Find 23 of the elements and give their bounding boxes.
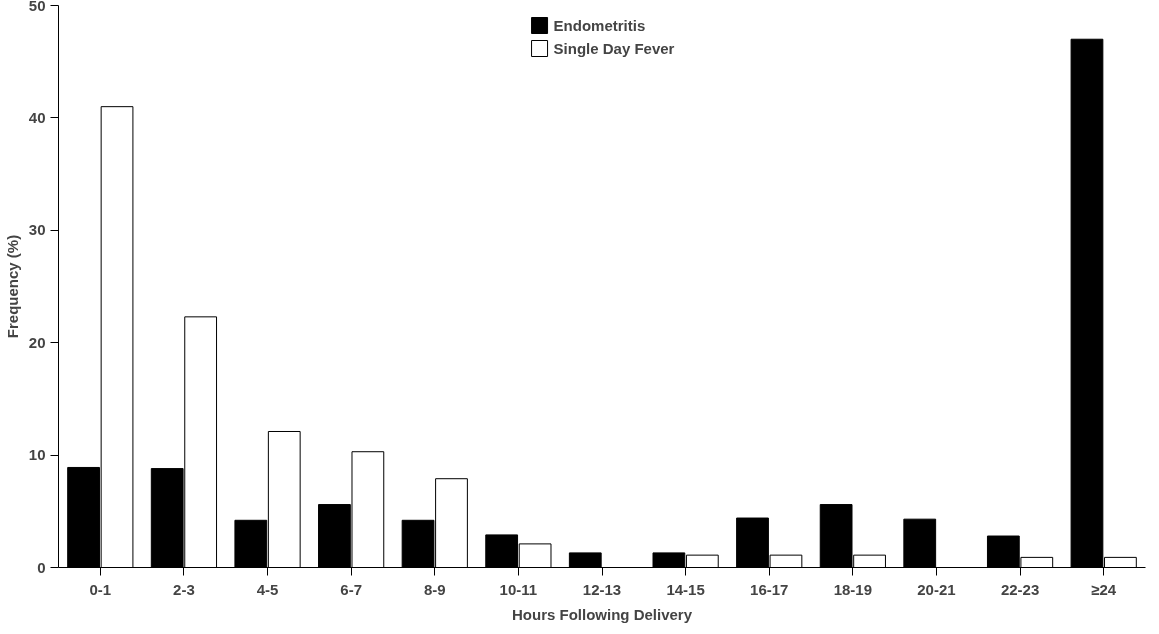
legend-label: Single Day Fever	[553, 39, 675, 57]
x-tick-label: 14-15	[666, 580, 705, 598]
x-tick-label: 4-5	[256, 580, 279, 598]
x-tick-label: 10-11	[499, 580, 538, 598]
x-tick-label: 2-3	[173, 580, 195, 598]
x-tick-label: 16-17	[750, 580, 789, 598]
y-tick-label: 50	[28, 0, 46, 14]
y-tick-label: 20	[28, 333, 46, 351]
x-axis-title: Hours Following Delivery	[511, 605, 693, 623]
y-tick-label: 30	[28, 221, 46, 239]
y-axis-title: Frequency (%)	[3, 234, 21, 339]
x-tick-label: ≥24	[1091, 580, 1117, 598]
y-tick-label: 0	[37, 558, 46, 576]
x-tick-label: 8-9	[423, 580, 446, 598]
x-tick-label: 18-19	[833, 580, 873, 598]
y-tick-label: 10	[28, 446, 46, 464]
legend-label: Endometritis	[553, 16, 646, 34]
x-tick-label: 22-23	[1000, 580, 1040, 598]
y-tick-label: 40	[28, 108, 46, 126]
x-tick-label: 12-13	[582, 580, 622, 598]
x-tick-label: 20-21	[917, 580, 956, 598]
x-tick-label: 0-1	[89, 580, 112, 598]
x-tick-label: 6-7	[340, 580, 362, 598]
